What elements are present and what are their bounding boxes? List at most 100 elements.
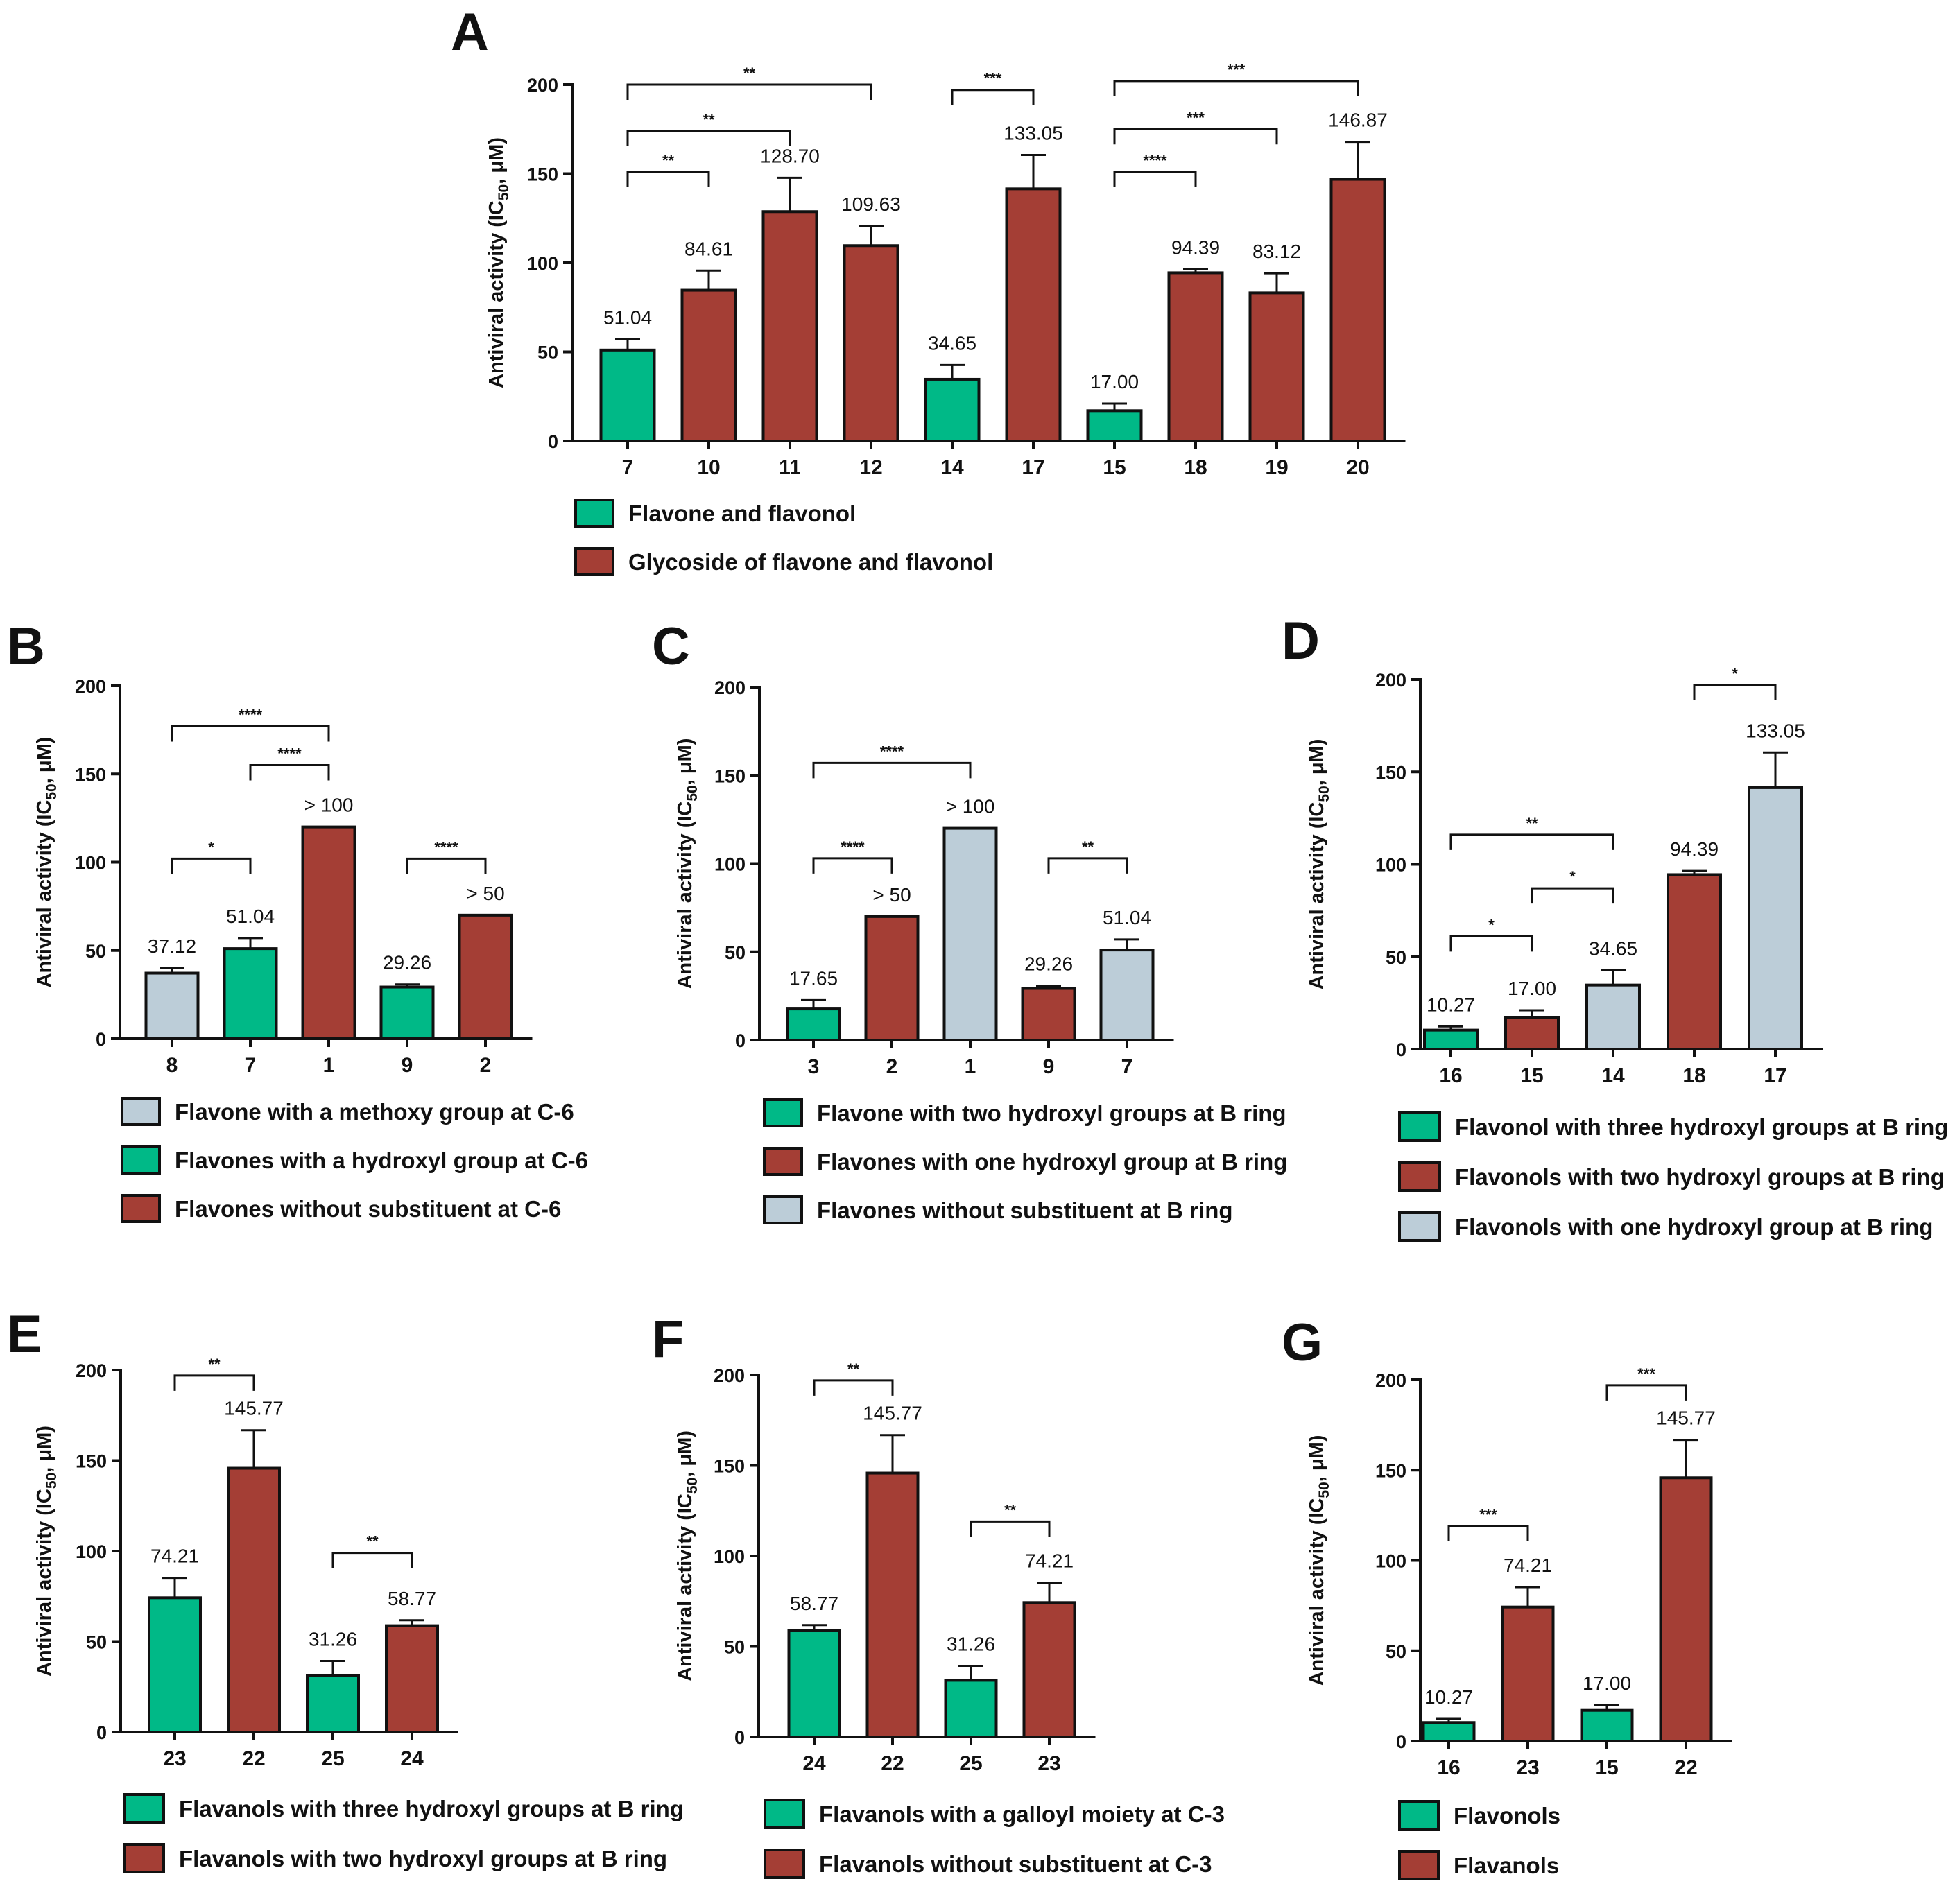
bar-1 xyxy=(301,825,356,1040)
data-label: 58.77 xyxy=(790,1593,838,1614)
significance-stars: *** xyxy=(1228,61,1246,78)
x-tick-label: 22 xyxy=(881,1752,904,1775)
y-tick-label: 200 xyxy=(714,1365,745,1386)
bar-9 xyxy=(1021,987,1076,1042)
legend-swatch xyxy=(121,1097,161,1126)
data-label: 74.21 xyxy=(1025,1550,1074,1572)
significance-stars: ** xyxy=(208,1356,221,1373)
significance-stars: *** xyxy=(984,70,1002,87)
x-tick-label: 10 xyxy=(697,456,720,479)
y-tick-label: 150 xyxy=(1375,1460,1406,1481)
y-tick-label: 50 xyxy=(724,1637,745,1658)
chart-panel-f: F Antiviral activity (IC50, μM) 0 50 100 150 2… xyxy=(652,1310,1225,1879)
significance-stars: **** xyxy=(1143,152,1167,169)
bar-14 xyxy=(924,377,981,443)
data-label: 51.04 xyxy=(1103,907,1151,928)
legend-swatch xyxy=(763,1098,803,1127)
data-label: 17.00 xyxy=(1090,371,1139,392)
significance-bracket xyxy=(1449,935,1533,952)
significance-stars: *** xyxy=(1479,1506,1497,1523)
x-tick-label: 17 xyxy=(1764,1064,1786,1087)
data-label: 51.04 xyxy=(226,906,275,927)
significance-stars: ** xyxy=(366,1533,379,1550)
data-label: 31.26 xyxy=(947,1634,995,1655)
legend-label: Flavanols xyxy=(1454,1853,1559,1878)
y-tick-label: 200 xyxy=(714,677,746,698)
legend-label: Flavonols with two hydroxyl groups at B … xyxy=(1455,1164,1945,1190)
legend-swatch xyxy=(763,1195,803,1224)
x-tick-label: 23 xyxy=(1037,1752,1060,1775)
legend-swatch xyxy=(763,1147,803,1176)
x-tick-label: 20 xyxy=(1346,456,1369,479)
y-axis-label: Antiviral activity (IC50, μM) xyxy=(485,137,512,388)
x-tick-label: 22 xyxy=(242,1747,265,1770)
bar-11 xyxy=(761,210,818,442)
data-label: 58.77 xyxy=(388,1588,436,1609)
data-label: 74.21 xyxy=(1504,1555,1552,1576)
x-tick-label: 25 xyxy=(321,1747,344,1770)
bar-24 xyxy=(787,1629,841,1739)
legend-label: Flavone with two hydroxyl groups at B ri… xyxy=(817,1100,1286,1126)
y-axis-label: Antiviral activity (IC50, μM) xyxy=(33,737,60,988)
data-label: 145.77 xyxy=(224,1398,284,1419)
significance-stars: * xyxy=(1569,868,1576,885)
chart-panel-a: A Antiviral activity (IC50, μM) 0 50 100 150 2… xyxy=(451,3,1406,576)
chart-panel-g: G Antiviral activity (IC50, μM) 0 50 100 150 2… xyxy=(1282,1313,1732,1880)
x-tick-label: 17 xyxy=(1022,456,1044,479)
significance-stars: ** xyxy=(703,111,715,128)
chart-panel-d: D Antiviral activity (IC50, μM) 0 50 100 150 2… xyxy=(1282,612,1948,1242)
data-label: 34.65 xyxy=(928,332,976,354)
bar-25 xyxy=(306,1674,360,1733)
bar-14 xyxy=(1585,983,1641,1050)
legend-label: Flavone and flavonol xyxy=(628,501,856,526)
legend-label: Flavonols xyxy=(1454,1803,1560,1828)
significance-stars: ** xyxy=(743,64,756,82)
data-label: 10.27 xyxy=(1424,1686,1473,1708)
data-label: 94.39 xyxy=(1670,838,1719,860)
data-label: 109.63 xyxy=(841,193,901,215)
data-label: 84.61 xyxy=(684,238,733,259)
legend-swatch xyxy=(121,1145,161,1175)
significance-bracket xyxy=(626,83,872,100)
y-axis-label: Antiviral activity (IC50, μM) xyxy=(1306,739,1332,990)
legend-swatch xyxy=(123,1793,165,1824)
data-label: 29.26 xyxy=(383,952,431,973)
y-axis-label: Antiviral activity (IC50, μM) xyxy=(33,1426,60,1677)
data-label: 128.70 xyxy=(760,145,820,166)
x-tick-label: 2 xyxy=(480,1054,492,1077)
bar-2 xyxy=(864,915,920,1041)
significance-bracket xyxy=(1449,833,1614,850)
y-tick-label: 100 xyxy=(75,853,106,874)
legend-label: Flavanols with three hydroxyl groups at … xyxy=(179,1796,684,1821)
significance-bracket xyxy=(1531,887,1614,904)
y-tick-label: 100 xyxy=(527,253,558,274)
significance-bracket xyxy=(331,1552,413,1568)
data-label: 17.00 xyxy=(1508,978,1556,999)
chart-panel-c: C Antiviral activity (IC50, μM) 0 50 100 150 2… xyxy=(652,617,1287,1224)
data-label: 133.05 xyxy=(1746,720,1805,741)
y-tick-label: 50 xyxy=(537,343,558,363)
y-tick-label: 100 xyxy=(76,1541,107,1562)
bar-22 xyxy=(865,1471,920,1738)
panel-letter: C xyxy=(652,617,690,676)
legend-swatch xyxy=(574,499,614,528)
x-tick-label: 7 xyxy=(622,456,634,479)
data-label: 133.05 xyxy=(1004,123,1063,144)
significance-stars: **** xyxy=(841,838,865,856)
significance-stars: **** xyxy=(239,707,263,724)
data-label: 74.21 xyxy=(150,1546,199,1567)
data-label: 51.04 xyxy=(603,306,652,328)
x-tick-label: 15 xyxy=(1103,456,1126,479)
legend-swatch xyxy=(764,1849,805,1879)
significance-bracket xyxy=(1605,1384,1687,1401)
significance-bracket xyxy=(813,1379,894,1396)
significance-stars: *** xyxy=(1187,109,1205,126)
x-tick-label: 24 xyxy=(802,1752,826,1775)
y-axis-label: Antiviral activity (IC50, μM) xyxy=(674,1430,700,1681)
x-tick-label: 16 xyxy=(1439,1064,1462,1087)
bar-3 xyxy=(786,1007,841,1042)
y-tick-label: 0 xyxy=(96,1029,106,1050)
legend-label: Flavonol with three hydroxyl groups at B… xyxy=(1455,1114,1948,1140)
y-tick-label: 100 xyxy=(1375,1551,1406,1572)
